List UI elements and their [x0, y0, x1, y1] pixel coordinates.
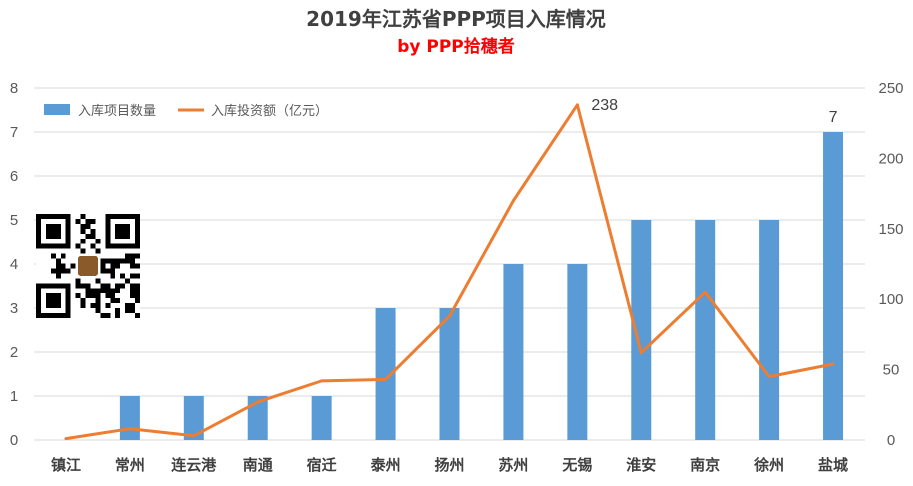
line-point — [703, 290, 707, 294]
y-right-tick-label: 200 — [878, 150, 903, 167]
y-left-tick-label: 5 — [10, 212, 18, 229]
x-tick-label: 南京 — [690, 456, 720, 474]
x-tick-label: 常州 — [115, 456, 145, 474]
bar — [375, 308, 396, 440]
y-left-tick-label: 8 — [10, 80, 18, 97]
x-tick-label: 徐州 — [753, 456, 784, 474]
x-tick-label: 南通 — [243, 456, 273, 474]
line-point — [384, 377, 388, 381]
y-right-tick-label: 100 — [878, 291, 903, 308]
bar — [119, 396, 140, 440]
line-point — [831, 362, 835, 366]
chart-subtitle: by PPP拾穗者 — [397, 36, 515, 57]
x-tick-label: 泰州 — [370, 456, 401, 474]
legend-label: 入库项目数量 — [78, 103, 156, 119]
line-point — [192, 434, 196, 438]
y-left-tick-label: 1 — [10, 388, 18, 405]
legend-label: 入库投资额（亿元） — [211, 103, 328, 119]
x-tick-label: 苏州 — [498, 456, 528, 474]
line-point — [320, 379, 324, 383]
line-point — [575, 103, 579, 107]
x-tick-label: 淮安 — [626, 456, 656, 474]
line-point — [639, 351, 643, 355]
y-right-tick-label: 150 — [878, 221, 903, 238]
x-tick-label: 镇江 — [51, 456, 81, 474]
y-right-tick-label: 50 — [883, 362, 900, 379]
data-label: 7 — [829, 109, 838, 126]
x-tick-label: 扬州 — [434, 456, 464, 474]
line-point — [767, 375, 771, 379]
x-tick-label: 盐城 — [818, 456, 848, 474]
line-point — [256, 400, 260, 404]
line-point — [64, 437, 68, 441]
line-point — [128, 427, 132, 431]
bar — [823, 132, 844, 440]
y-right-tick-label: 0 — [887, 432, 895, 449]
y-right-tick-label: 250 — [878, 80, 903, 97]
y-left-tick-label: 7 — [10, 124, 18, 141]
chart-title: 2019年江苏省PPP项目入库情况 — [306, 7, 606, 31]
data-label: 238 — [591, 97, 618, 114]
legend-swatch-bar — [44, 104, 70, 115]
bar — [695, 220, 716, 440]
x-tick-label: 宿迁 — [307, 456, 337, 474]
bar — [759, 220, 780, 440]
y-left-tick-label: 0 — [10, 432, 18, 449]
line-point — [448, 314, 451, 318]
x-tick-label: 无锡 — [561, 456, 592, 474]
line-point — [511, 199, 515, 203]
bar — [439, 308, 460, 440]
x-tick-label: 连云港 — [171, 456, 217, 474]
qr-code-icon — [36, 214, 140, 318]
bar — [247, 396, 268, 440]
y-left-tick-label: 4 — [10, 256, 18, 273]
y-left-tick-label: 2 — [10, 344, 18, 361]
bar — [311, 396, 332, 440]
y-left-tick-label: 6 — [10, 168, 18, 185]
bar — [183, 396, 204, 440]
bar — [631, 220, 652, 440]
bar — [503, 264, 524, 440]
bar — [567, 264, 588, 440]
legend: 入库项目数量 入库投资额（亿元） — [44, 103, 328, 119]
y-left-tick-label: 3 — [10, 300, 18, 317]
